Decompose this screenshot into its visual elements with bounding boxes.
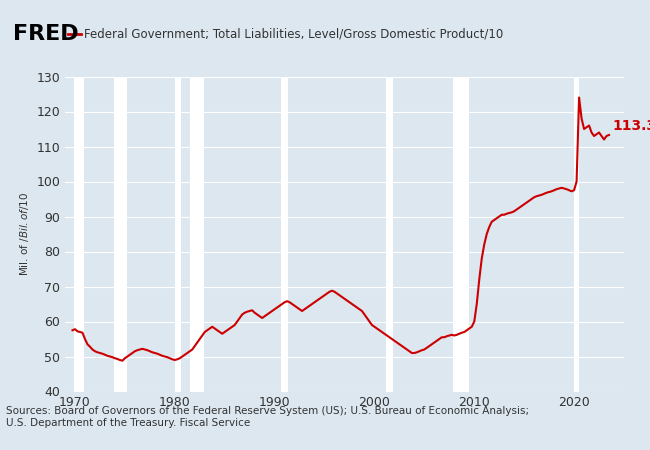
Bar — [175, 76, 181, 392]
Text: Sources: Board of Governors of the Federal Reserve System (US); U.S. Bureau of E: Sources: Board of Governors of the Feder… — [6, 406, 530, 428]
Bar — [453, 76, 469, 392]
Bar — [114, 76, 127, 392]
FancyBboxPatch shape — [49, 15, 65, 57]
Bar — [574, 76, 579, 392]
Text: Federal Government; Total Liabilities, Level/Gross Domestic Product/10: Federal Government; Total Liabilities, L… — [84, 28, 504, 41]
Bar — [386, 76, 393, 392]
Y-axis label: Mil. of $/Bil. of $/10: Mil. of $/Bil. of $/10 — [18, 192, 31, 276]
Bar — [190, 76, 203, 392]
Bar — [74, 76, 84, 392]
Text: FRED: FRED — [13, 24, 79, 45]
Bar — [281, 76, 287, 392]
Text: 113.3: 113.3 — [612, 119, 650, 133]
